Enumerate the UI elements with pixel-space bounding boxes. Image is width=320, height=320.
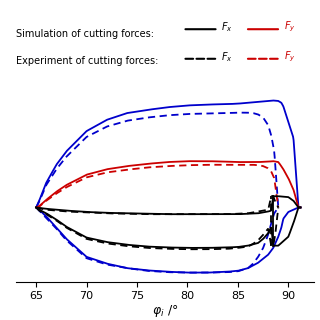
Text: Simulation of cutting forces:: Simulation of cutting forces: (16, 29, 154, 39)
Text: $F_x$: $F_x$ (221, 50, 233, 64)
Text: Experiment of cutting forces:: Experiment of cutting forces: (16, 56, 158, 66)
Text: $F_x$: $F_x$ (221, 21, 233, 35)
Text: $F_y$: $F_y$ (284, 50, 296, 64)
X-axis label: $\varphi_i$ /°: $\varphi_i$ /° (152, 303, 178, 319)
Text: $F_y$: $F_y$ (284, 20, 296, 35)
